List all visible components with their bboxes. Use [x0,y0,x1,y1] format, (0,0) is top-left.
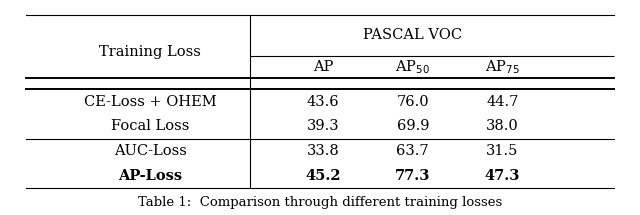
Text: 39.3: 39.3 [307,119,339,133]
Text: 44.7: 44.7 [486,95,518,109]
Text: 43.6: 43.6 [307,95,339,109]
Text: AP-Loss: AP-Loss [118,169,182,183]
Text: AP$_{50}$: AP$_{50}$ [396,58,430,76]
Text: 63.7: 63.7 [397,144,429,158]
Text: AUC-Loss: AUC-Loss [114,144,187,158]
Text: CE-Loss + OHEM: CE-Loss + OHEM [84,95,217,109]
Text: 47.3: 47.3 [484,169,520,183]
Text: 76.0: 76.0 [397,95,429,109]
Text: 31.5: 31.5 [486,144,518,158]
Text: 33.8: 33.8 [307,144,340,158]
Text: 38.0: 38.0 [486,119,519,133]
Text: Table 1:  Comparison through different training losses: Table 1: Comparison through different tr… [138,197,502,209]
Text: AP$_{75}$: AP$_{75}$ [485,58,520,76]
Text: 45.2: 45.2 [305,169,341,183]
Text: Focal Loss: Focal Loss [111,119,189,133]
Text: AP: AP [313,60,333,74]
Text: 69.9: 69.9 [397,119,429,133]
Text: PASCAL VOC: PASCAL VOC [364,28,462,43]
Text: Training Loss: Training Loss [99,45,202,59]
Text: 77.3: 77.3 [395,169,431,183]
